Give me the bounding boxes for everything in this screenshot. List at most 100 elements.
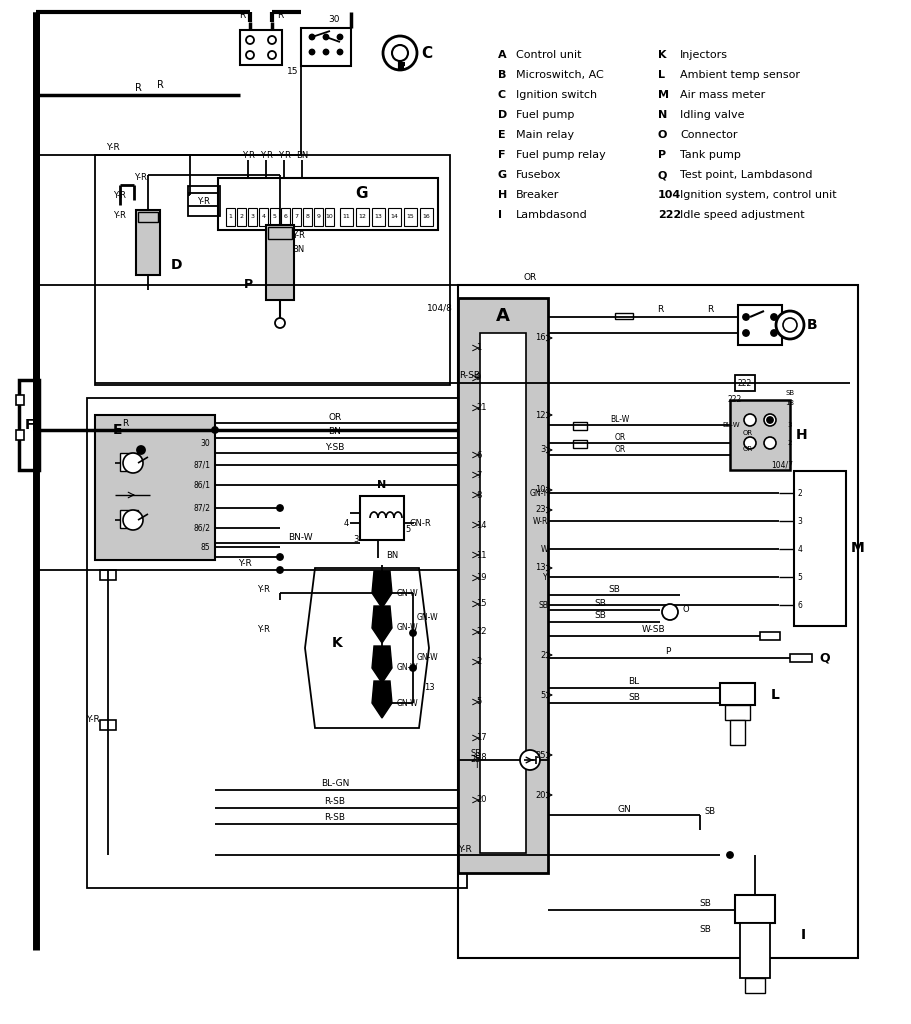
Circle shape [771, 330, 777, 336]
Circle shape [277, 567, 283, 573]
Circle shape [337, 49, 343, 54]
Text: BL-W: BL-W [610, 416, 630, 425]
Bar [16, 430, 24, 440]
Text: 4: 4 [797, 545, 803, 554]
Text: Q: Q [658, 170, 668, 180]
Bar [268, 227, 292, 239]
Text: 222: 222 [738, 379, 752, 387]
Text: 3: 3 [251, 214, 254, 219]
Text: 16: 16 [423, 214, 430, 219]
Bar [790, 654, 812, 662]
Text: 4: 4 [343, 518, 349, 527]
Bar [270, 208, 279, 226]
Text: M: M [658, 90, 669, 100]
Bar [745, 978, 765, 993]
Bar [480, 333, 526, 853]
Text: Y-R: Y-R [106, 143, 120, 153]
Text: L: L [658, 70, 665, 80]
Text: Main relay: Main relay [516, 130, 574, 140]
Text: R: R [657, 305, 663, 314]
Text: Q: Q [820, 651, 830, 665]
Bar [19, 380, 39, 470]
Text: SB: SB [594, 611, 606, 621]
Bar [120, 453, 138, 471]
Text: 2: 2 [476, 657, 481, 667]
Circle shape [392, 45, 408, 61]
Text: 18: 18 [785, 400, 794, 406]
Text: 86/2: 86/2 [193, 523, 210, 532]
Text: BL-GN: BL-GN [321, 779, 349, 788]
Text: Y-R: Y-R [260, 152, 272, 161]
Bar [138, 212, 158, 222]
Text: 19: 19 [476, 573, 486, 583]
Text: Control unit: Control unit [516, 50, 581, 60]
Text: 7: 7 [476, 470, 481, 479]
Bar [356, 208, 369, 226]
Text: 25: 25 [536, 751, 546, 760]
Polygon shape [372, 681, 392, 718]
Text: OR: OR [524, 273, 537, 283]
Bar [458, 298, 548, 873]
Circle shape [212, 427, 218, 433]
Text: 11: 11 [476, 551, 486, 559]
Text: Idle speed adjustment: Idle speed adjustment [680, 210, 804, 220]
Text: W: W [540, 545, 548, 554]
Bar [120, 510, 138, 528]
Bar [725, 705, 750, 720]
Text: 20: 20 [536, 791, 546, 800]
Text: OR: OR [614, 433, 626, 442]
Text: Lambdasond: Lambdasond [516, 210, 588, 220]
Text: 15: 15 [406, 214, 415, 219]
Text: GN-W: GN-W [396, 664, 418, 673]
Circle shape [323, 35, 329, 40]
Text: 15: 15 [287, 68, 299, 77]
Bar [100, 570, 116, 580]
Text: N: N [377, 480, 386, 490]
Bar [95, 415, 215, 560]
Text: GN-W: GN-W [396, 624, 418, 633]
Circle shape [268, 36, 276, 44]
Text: 6: 6 [283, 214, 288, 219]
Text: 1: 1 [229, 214, 232, 219]
Text: Tank pump: Tank pump [680, 150, 741, 160]
Text: Fuel pump relay: Fuel pump relay [516, 150, 606, 160]
Text: R-SB: R-SB [459, 372, 480, 381]
Bar [573, 440, 587, 449]
Text: E: E [498, 130, 506, 140]
Text: GN-R: GN-R [409, 518, 431, 527]
Bar [87, 398, 467, 888]
Bar [730, 400, 790, 470]
Text: Y-R: Y-R [257, 586, 270, 595]
Text: Y-R: Y-R [113, 190, 126, 200]
Text: 10: 10 [325, 214, 333, 219]
Bar [740, 923, 770, 978]
Text: R: R [157, 80, 163, 90]
Text: 8: 8 [476, 490, 481, 500]
Text: Microswitch, AC: Microswitch, AC [516, 70, 604, 80]
Circle shape [275, 318, 285, 328]
Text: W-SB: W-SB [642, 626, 666, 635]
Polygon shape [372, 606, 392, 643]
Text: 5: 5 [541, 690, 546, 699]
Circle shape [123, 510, 143, 530]
Bar [794, 471, 846, 626]
Text: 14: 14 [391, 214, 398, 219]
Bar [615, 313, 633, 319]
Circle shape [662, 604, 678, 620]
Text: OR: OR [743, 446, 753, 452]
Text: GN-W: GN-W [416, 613, 438, 623]
Text: C: C [422, 45, 433, 60]
Text: BN: BN [386, 552, 398, 560]
Text: 5: 5 [405, 525, 411, 535]
Text: P: P [665, 647, 670, 656]
Text: Y-R: Y-R [113, 211, 126, 219]
Bar [240, 30, 282, 65]
Text: 87/1: 87/1 [193, 461, 210, 469]
Text: 2: 2 [240, 214, 243, 219]
Polygon shape [372, 646, 392, 683]
Circle shape [323, 49, 329, 54]
Text: BN: BN [329, 427, 342, 436]
Text: 5: 5 [797, 572, 803, 582]
Bar [218, 178, 438, 230]
Text: W-R: W-R [533, 516, 548, 525]
